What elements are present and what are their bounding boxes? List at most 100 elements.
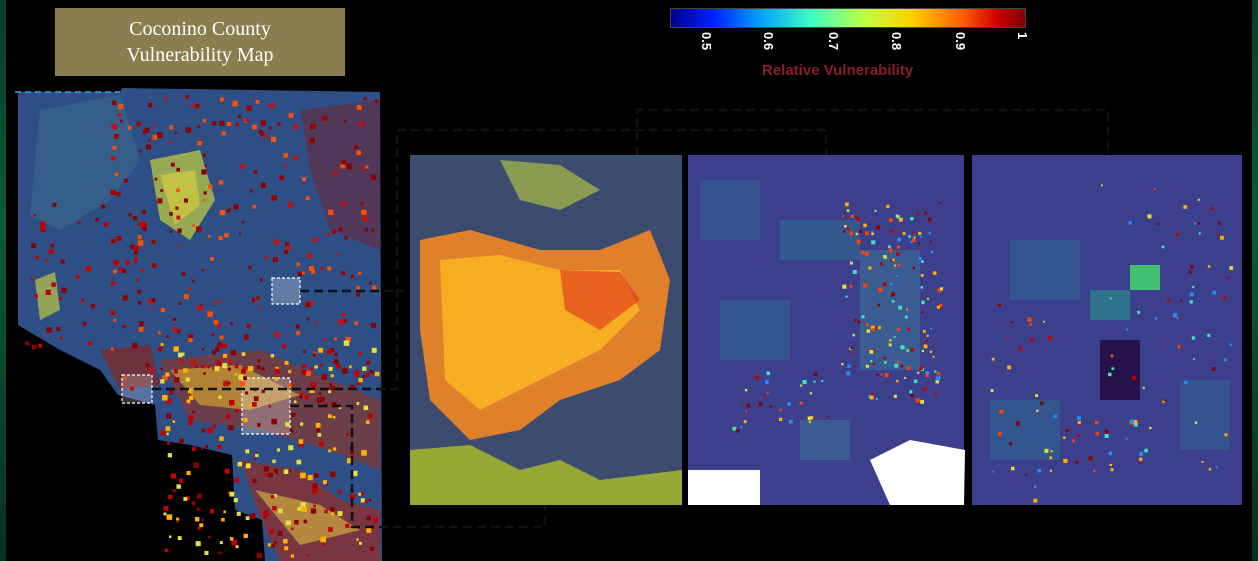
- scatter-dot: [321, 374, 328, 380]
- scatter-dot: [913, 236, 916, 239]
- scatter-dot: [1110, 354, 1114, 358]
- scatter-dot: [1210, 206, 1214, 210]
- scatter-dot: [870, 325, 875, 330]
- scatter-dot: [910, 241, 913, 244]
- scatter-dot: [186, 470, 191, 476]
- scatter-dot: [125, 260, 130, 265]
- scatter-dot: [866, 323, 869, 327]
- scatter-dot: [176, 215, 181, 220]
- scatter-dot: [1164, 341, 1167, 343]
- scatter-dot: [273, 493, 277, 498]
- scatter-dot: [169, 390, 174, 395]
- scatter-dot: [1093, 469, 1096, 473]
- scatter-dot: [285, 422, 290, 427]
- scatter-dot: [255, 296, 260, 301]
- scatter-dot: [59, 336, 63, 340]
- scatter-dot: [238, 114, 242, 119]
- scatter-dot: [354, 145, 358, 150]
- scatter-dot: [192, 224, 196, 227]
- scatter-dot: [110, 189, 116, 196]
- scatter-dot: [1137, 310, 1140, 314]
- scatter-dot: [148, 368, 154, 373]
- scatter-dot: [852, 333, 855, 337]
- scatter-dot: [136, 121, 141, 126]
- scatter-dot: [243, 334, 249, 340]
- scatter-dot: [305, 302, 311, 308]
- scatter-dot: [921, 300, 925, 305]
- scatter-dot: [920, 399, 925, 404]
- scatter-dot: [137, 240, 144, 246]
- scatter-dot: [932, 271, 937, 275]
- scatter-dot: [218, 235, 223, 240]
- scatter-dot: [284, 164, 288, 168]
- scatter-dot: [1184, 380, 1188, 385]
- scatter-dot: [906, 366, 911, 370]
- scatter-dot: [913, 380, 917, 384]
- scatter-dot: [200, 303, 203, 307]
- scatter-dot: [934, 392, 938, 396]
- scatter-dot: [157, 331, 161, 335]
- scatter-dot: [263, 515, 267, 518]
- scatter-dot: [176, 329, 181, 334]
- scatter-dot: [304, 395, 309, 400]
- scatter-dot: [1211, 367, 1216, 371]
- scatter-dot: [257, 359, 261, 363]
- scatter-dot: [1128, 221, 1132, 225]
- scatter-dot: [904, 315, 908, 319]
- scatter-dot: [306, 317, 310, 321]
- scatter-dot: [343, 119, 347, 123]
- scatter-dot: [852, 352, 855, 355]
- scatter-dot: [179, 359, 184, 363]
- scatter-dot: [116, 192, 121, 197]
- scatter-dot: [250, 513, 256, 519]
- scatter-dot: [850, 261, 853, 265]
- scatter-dot: [1109, 297, 1112, 300]
- scatter-dot: [927, 217, 932, 222]
- scatter-dot: [1227, 276, 1230, 280]
- scatter-dot: [301, 271, 305, 275]
- scatter-dot: [322, 480, 327, 485]
- scatter-dot: [201, 518, 204, 522]
- scatter-dot: [197, 141, 202, 146]
- scatter-dot: [333, 170, 338, 175]
- scatter-dot: [25, 341, 30, 346]
- scatter-dot: [245, 516, 250, 520]
- scatter-dot: [31, 344, 37, 350]
- scatter-dot: [877, 326, 881, 330]
- scatter-dot: [211, 333, 215, 336]
- scatter-dot: [222, 343, 227, 349]
- scatter-dot: [274, 368, 280, 374]
- scatter-dot: [370, 323, 376, 329]
- scatter-dot: [303, 519, 308, 524]
- scatter-dot: [896, 274, 898, 277]
- scatter-dot: [330, 506, 335, 512]
- scatter-dot: [312, 386, 316, 390]
- scatter-dot: [930, 327, 933, 330]
- scatter-dot: [1037, 468, 1041, 473]
- scatter-dot: [221, 517, 225, 522]
- scatter-dot: [178, 302, 182, 305]
- scatter-dot: [112, 145, 117, 150]
- scatter-dot: [136, 278, 140, 282]
- connector-lines: [152, 108, 1110, 529]
- scatter-dot: [253, 457, 256, 460]
- scatter-dot: [358, 271, 362, 275]
- scatter-dot: [807, 416, 812, 421]
- scatter-dot: [274, 468, 278, 473]
- scatter-dot: [235, 122, 239, 126]
- scatter-dot: [290, 554, 294, 558]
- scatter-dot: [271, 195, 277, 201]
- scatter-dot: [871, 392, 875, 397]
- scatter-dot: [95, 217, 99, 222]
- scatter-dot: [910, 348, 914, 352]
- scatter-dot: [233, 204, 239, 210]
- scatter-dot: [328, 449, 332, 453]
- scatter-dot: [865, 252, 869, 256]
- scatter-dot: [920, 286, 923, 289]
- scatter-dot: [288, 113, 294, 118]
- scatter-dot: [218, 395, 222, 399]
- scatter-dot: [318, 392, 322, 395]
- scatter-dot: [320, 536, 326, 543]
- scatter-dot: [821, 380, 824, 382]
- zoom-box-2: [121, 374, 153, 404]
